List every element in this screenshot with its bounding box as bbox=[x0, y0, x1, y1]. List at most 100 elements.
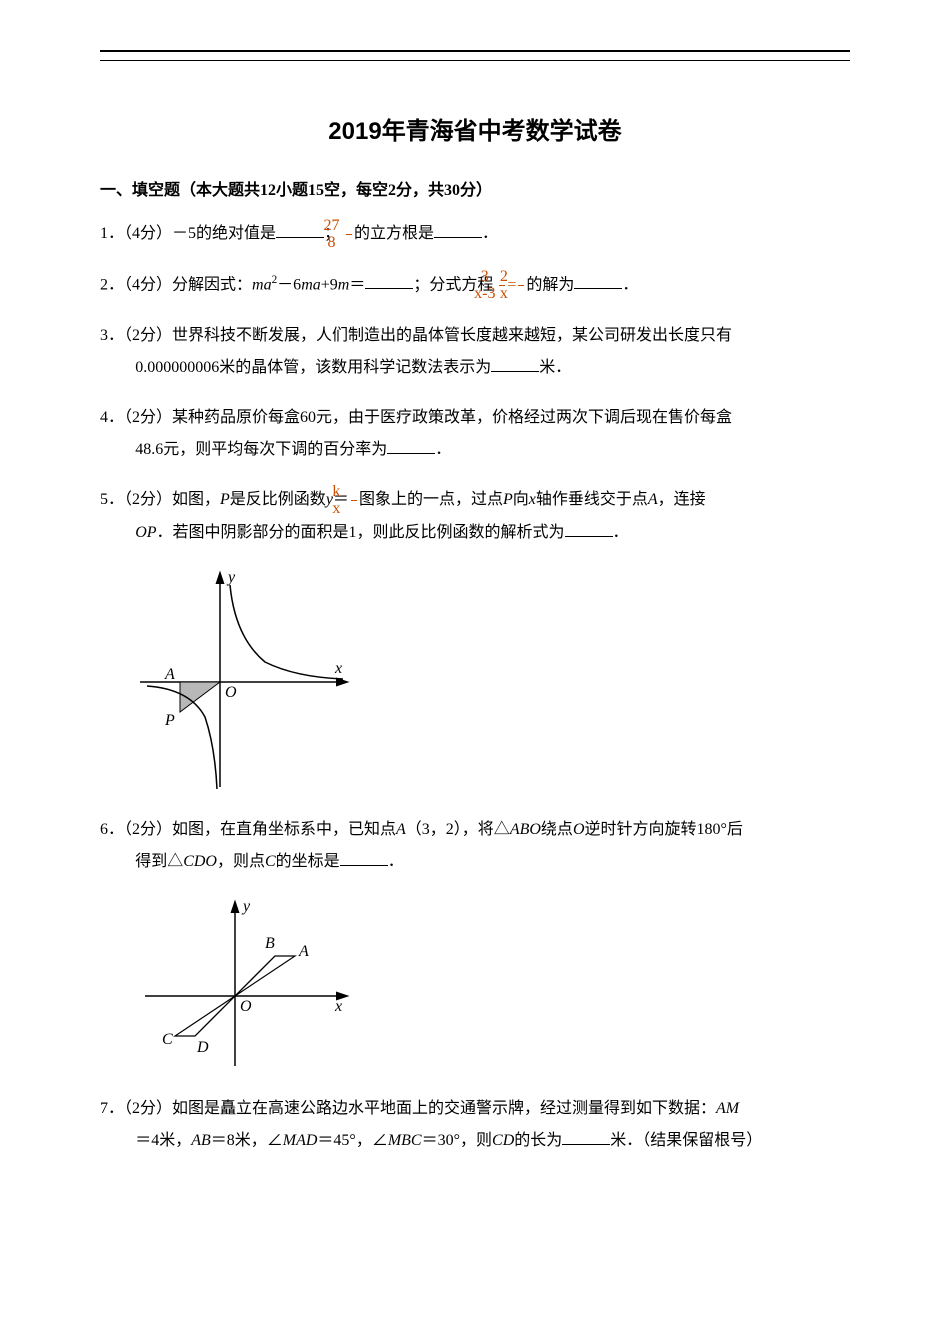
question-3: 3．（2分）世界科技不断发展，人们制造出的晶体管长度越来越短，某公司研发出长度只… bbox=[100, 320, 850, 384]
q3-line2: 0.000000006米的晶体管，该数用科学记数法表示为 米． bbox=[100, 352, 850, 384]
q7-MBC: MBC bbox=[388, 1132, 422, 1149]
q7-CD: CD bbox=[492, 1132, 514, 1149]
q6-2b: ，则点 bbox=[217, 853, 265, 870]
q7-2f: 米．（结果保留根号） bbox=[610, 1132, 762, 1149]
blank bbox=[565, 521, 613, 537]
question-5: 5．（2分）如图，P是反比例函数y＝kx图象上的一点，过点P向x轴作垂线交于点A… bbox=[100, 484, 850, 549]
q6-1a: 6．（2分）如图，在直角坐标系中，已知点 bbox=[100, 821, 396, 838]
blank bbox=[562, 1129, 610, 1145]
q5-OP: OP bbox=[135, 524, 156, 541]
q6-C: C bbox=[265, 853, 276, 870]
q6-CDO: CDO bbox=[183, 853, 217, 870]
q7-MAD: MAD bbox=[283, 1132, 318, 1149]
q7-AB: AB bbox=[191, 1132, 211, 1149]
q5-1a: 5．（2分）如图， bbox=[100, 491, 220, 508]
header-thick-rule bbox=[100, 50, 850, 52]
q5-P: P bbox=[220, 491, 230, 508]
question-4: 4．（2分）某种药品原价每盒60元，由于医疗政策改革，价格经过两次下调后现在售价… bbox=[100, 402, 850, 466]
figure-q5: y x A P O bbox=[135, 567, 850, 802]
figure-q6: y x A B O C D bbox=[135, 896, 850, 1081]
label-D: D bbox=[196, 1039, 209, 1056]
q6-2c: 的坐标是 bbox=[276, 853, 340, 870]
question-6: 6．（2分）如图，在直角坐标系中，已知点A（3，2），将△ABO绕点O逆时针方向… bbox=[100, 814, 850, 878]
q1-prefix: 1．（4分）－5的绝对值是 bbox=[100, 225, 276, 242]
q2-m: m bbox=[338, 276, 350, 293]
question-7: 7．（2分）如图是矗立在高速公路边水平地面上的交通警示牌，经过测量得到如下数据：… bbox=[100, 1093, 850, 1157]
label-x: x bbox=[334, 998, 342, 1015]
q7-line2: ＝4米，AB＝8米，∠MAD＝45°，∠MBC＝30°，则CD的长为 米．（结果保… bbox=[100, 1125, 850, 1157]
q2-d: +9 bbox=[321, 276, 338, 293]
q5-1e: 轴作垂线交于点 bbox=[536, 491, 648, 508]
q7-2b: ＝8米，∠ bbox=[211, 1132, 283, 1149]
blank bbox=[434, 222, 482, 238]
q2-eq: ＝ bbox=[349, 276, 365, 293]
q7-AM: AM bbox=[716, 1100, 739, 1117]
triangle-cdo bbox=[175, 996, 235, 1036]
q6-1c: 绕点 bbox=[541, 821, 573, 838]
label-P: P bbox=[164, 712, 175, 729]
blank bbox=[365, 273, 413, 289]
q6-1b: （3，2），将△ bbox=[406, 821, 510, 838]
q5-line2: OP．若图中阴影部分的面积是1，则此反比例函数的解析式为 ． bbox=[100, 517, 850, 549]
q7-1a: 7．（2分）如图是矗立在高速公路边水平地面上的交通警示牌，经过测量得到如下数据： bbox=[100, 1100, 716, 1117]
q5-P2: P bbox=[503, 491, 513, 508]
label-A: A bbox=[298, 943, 309, 960]
q5-2c: ． bbox=[613, 524, 629, 541]
q4-line2: 48.6元，则平均每次下调的百分率为 ． bbox=[100, 434, 850, 466]
frac-num: 27 bbox=[346, 218, 352, 235]
q3-line2b: 米． bbox=[539, 359, 571, 376]
q1-suffix: 的立方根是 bbox=[354, 225, 434, 242]
q5-2b: ．若图中阴影部分的面积是1，则此反比例函数的解析式为 bbox=[157, 524, 565, 541]
label-x: x bbox=[334, 660, 342, 677]
q2-ma: ma bbox=[252, 276, 272, 293]
q5-A: A bbox=[648, 491, 658, 508]
q2-b: －6 bbox=[277, 276, 301, 293]
fig5-svg: y x A P O bbox=[135, 567, 355, 797]
question-2: 2．（4分）分解因式：ma2－6ma+9m＝；分式方程 3x-3=2x的解为． bbox=[100, 269, 850, 302]
q3-line2a: 0.000000006米的晶体管，该数用科学记数法表示为 bbox=[135, 359, 491, 376]
q5-line1: 5．（2分）如图，P是反比例函数y＝kx图象上的一点，过点P向x轴作垂线交于点A… bbox=[100, 484, 850, 517]
q6-line1: 6．（2分）如图，在直角坐标系中，已知点A（3，2），将△ABO绕点O逆时针方向… bbox=[100, 814, 850, 846]
q6-2a: 得到△ bbox=[135, 853, 183, 870]
question-1: 1．（4分）－5的绝对值是； 278的立方根是． bbox=[100, 218, 850, 251]
label-y: y bbox=[226, 569, 236, 586]
page-container: 2019年青海省中考数学试卷 一、填空题（本大题共12小题15空，每空2分，共3… bbox=[0, 0, 950, 1215]
label-y: y bbox=[241, 898, 251, 915]
q6-2d: ． bbox=[388, 853, 404, 870]
fraction-2-x: 2x bbox=[518, 269, 524, 302]
label-O: O bbox=[225, 684, 237, 701]
blank bbox=[276, 222, 324, 238]
label-B: B bbox=[265, 935, 275, 952]
q2-end: ． bbox=[622, 276, 638, 293]
ob-line bbox=[235, 956, 275, 996]
q4-line1: 4．（2分）某种药品原价每盒60元，由于医疗政策改革，价格经过两次下调后现在售价… bbox=[100, 402, 850, 434]
q7-2e: 的长为 bbox=[514, 1132, 562, 1149]
q3-line1: 3．（2分）世界科技不断发展，人们制造出的晶体管长度越来越短，某公司研发出长度只… bbox=[100, 320, 850, 352]
q5-1c: 图象上的一点，过点 bbox=[359, 491, 503, 508]
fig6-svg: y x A B O C D bbox=[135, 896, 355, 1076]
frac-num: 2 bbox=[518, 269, 524, 286]
blank bbox=[574, 273, 622, 289]
q7-2a: ＝4米， bbox=[135, 1132, 191, 1149]
q7-2c: ＝45°，∠ bbox=[317, 1132, 387, 1149]
q6-line2: 得到△CDO，则点C的坐标是 ． bbox=[100, 846, 850, 878]
q5-1d: 向 bbox=[513, 491, 529, 508]
q6-O: O bbox=[573, 821, 585, 838]
blank bbox=[340, 850, 388, 866]
q2-suffix: 的解为 bbox=[526, 276, 574, 293]
q6-1d: 逆时针方向旋转180°后 bbox=[585, 821, 743, 838]
q4-line2a: 48.6元，则平均每次下调的百分率为 bbox=[135, 441, 387, 458]
blank bbox=[387, 438, 435, 454]
q5-1f: ，连接 bbox=[658, 491, 706, 508]
frac-num: k bbox=[351, 484, 357, 501]
q4-line2b: ． bbox=[435, 441, 451, 458]
frac-den: x bbox=[518, 286, 524, 302]
label-C: C bbox=[162, 1031, 173, 1048]
od-line bbox=[195, 996, 235, 1036]
header-thin-rule bbox=[100, 60, 850, 61]
frac-den: x bbox=[351, 501, 357, 517]
q7-line1: 7．（2分）如图是矗立在高速公路边水平地面上的交通警示牌，经过测量得到如下数据：… bbox=[100, 1093, 850, 1125]
q2-eq2: = bbox=[507, 276, 516, 293]
triangle-abo bbox=[235, 956, 295, 996]
q7-2d: ＝30°，则 bbox=[422, 1132, 492, 1149]
